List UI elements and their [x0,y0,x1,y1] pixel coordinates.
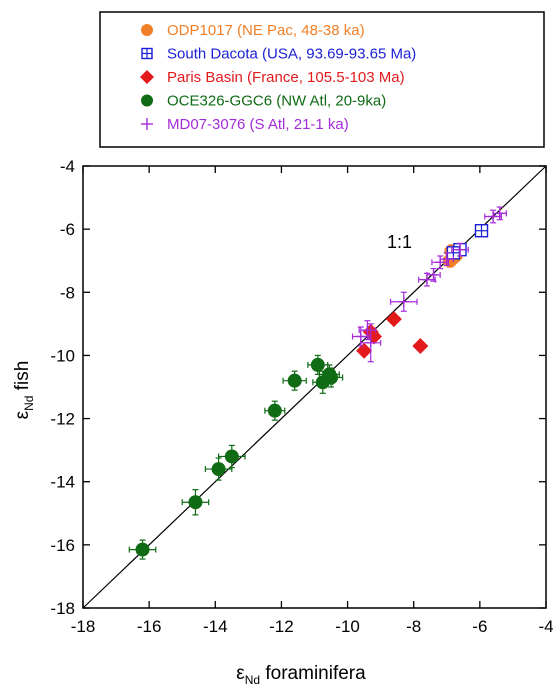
marker-boxplus [474,224,489,238]
series-3 [128,354,344,560]
y-axis-label-sub: Nd [22,396,36,411]
y-tick-label: -16 [50,536,75,555]
legend-label: Paris Basin (France, 105.5-103 Ma) [167,69,405,86]
marker-circle [211,462,226,477]
marker-plus [441,254,452,265]
marker-plus [362,325,373,336]
legend-entry: MD07-3076 (S Atl, 21-1 ka) [141,116,349,133]
marker-circle [322,367,337,382]
marker-plus [428,269,439,280]
one-to-one-annotation: 1:1 [387,232,412,252]
data-point [128,539,157,560]
legend-label: ODP1017 (NE Pac, 48-38 ka) [167,22,365,39]
marker-circle [267,403,282,418]
data-point [492,206,507,221]
y-tick-label: -12 [50,410,75,429]
y-axis-label-rest: fish [12,361,33,396]
data-point [426,268,441,282]
x-tick-label: -8 [406,617,421,636]
legend-marker-circle [141,24,153,36]
x-axis-label-sub: Nd [245,673,260,687]
legend-entry: OCE326-GGC6 (NW Atl, 20-9ka) [141,93,386,110]
y-tick-label: -18 [50,599,75,618]
data-point [451,242,469,257]
legend-marker-circle [141,94,153,107]
legend-marker-plus [141,118,153,130]
x-axis-label: εNd foraminifera [236,663,366,687]
marker-diamond [385,311,402,328]
marker-circle [188,495,203,510]
data-point [318,364,340,385]
x-tick-label: -6 [472,617,487,636]
y-tick-label: -14 [50,473,75,492]
legend-label: South Dacota (USA, 93.69-93.65 Ma) [167,46,416,63]
data-point [217,444,246,469]
data-point [356,342,373,359]
legend-entry: South Dacota (USA, 93.69-93.65 Ma) [141,46,416,63]
data-point [412,337,429,354]
x-tick-label: -10 [335,617,360,636]
marker-circle [135,542,150,557]
y-axis-label-main: ε [12,410,33,419]
x-tick-label: -16 [137,617,162,636]
marker-diamond [412,337,429,354]
data-point [264,400,286,421]
marker-circle [224,449,239,464]
data-point [439,252,454,267]
data-point [358,320,377,341]
legend: ODP1017 (NE Pac, 48-38 ka) South Dacota (… [99,11,545,148]
marker-plus [365,337,376,348]
x-tick-label: -4 [538,617,553,636]
legend-label: MD07-3076 (S Atl, 21-1 ka) [167,116,349,133]
legend-entry: Paris Basin (France, 105.5-103 Ma) [140,69,405,86]
marker-diamond [356,342,373,359]
x-axis-label-main: ε [236,663,245,684]
y-tick-label: -10 [50,346,75,365]
x-axis-label-rest: foraminifera [260,663,366,684]
plot-area: -18 -16 -14 -12 -10 -8 -6 -4 -18 -16 -14 -12 -10 -8 -6… [50,157,553,636]
data-point [307,354,329,375]
data-point [360,323,382,363]
series-4 [351,206,507,363]
marker-plus [494,208,505,219]
marker-plus [398,296,409,307]
marker-circle [310,357,325,372]
data-point [204,457,233,481]
plot-frame [82,165,547,609]
legend-label: OCE326-GGC6 (NW Atl, 20-9ka) [167,93,386,110]
legend-box [99,11,545,148]
x-tick-label: -18 [71,617,96,636]
marker-plus [455,244,466,255]
x-tick-label: -12 [269,617,294,636]
y-tick-label: -6 [60,220,75,239]
data-point [181,489,210,516]
legend-entry: ODP1017 (NE Pac, 48-38 ka) [141,22,365,39]
y-tick-label: -8 [60,283,75,302]
x-tick-label: -14 [203,617,228,636]
legend-marker-boxplus [141,47,153,60]
data-point [389,291,418,312]
data-point [282,370,307,391]
one-to-one-line [82,165,547,609]
data-point [474,224,489,238]
data-point [431,255,450,270]
marker-circle [287,373,302,388]
y-axis-label: εNd fish [12,361,36,420]
y-tick-label: -4 [60,157,75,176]
legend-marker-diamond [140,70,154,84]
data-point [385,311,402,328]
